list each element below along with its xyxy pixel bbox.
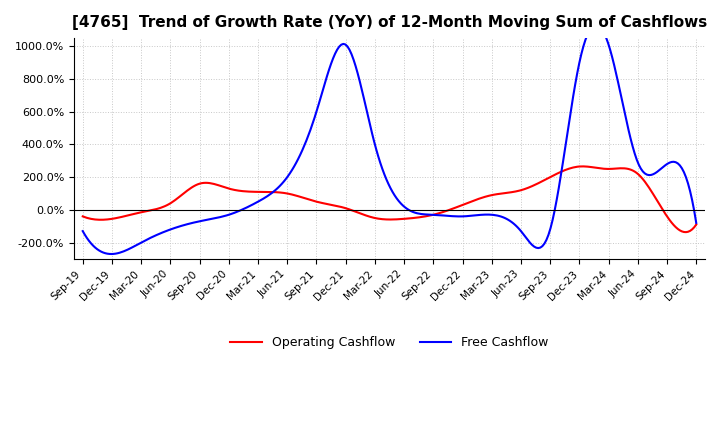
Free Cashflow (81, 232, 89, 237)
Operating Cashflow (441, 209, 450, 214)
Free Cashflow (600, 30, 608, 35)
Operating Cashflow (682, 230, 690, 235)
Free Cashflow (456, 214, 464, 219)
Title: [4765]  Trend of Growth Rate (YoY) of 12-Month Moving Sum of Cashflows: [4765] Trend of Growth Rate (YoY) of 12-… (72, 15, 707, 30)
Operating Cashflow (579, 164, 588, 169)
Free Cashflow (107, 251, 116, 257)
Free Cashflow (639, 169, 647, 174)
Free Cashflow (78, 228, 87, 234)
Operating Cashflow (78, 214, 87, 219)
Operating Cashflow (454, 204, 462, 209)
Operating Cashflow (692, 222, 701, 227)
Free Cashflow (692, 220, 701, 226)
Operating Cashflow (444, 208, 452, 213)
Line: Free Cashflow: Free Cashflow (83, 25, 696, 254)
Legend: Operating Cashflow, Free Cashflow: Operating Cashflow, Free Cashflow (225, 331, 554, 354)
Operating Cashflow (598, 166, 606, 171)
Free Cashflow (446, 213, 454, 219)
Operating Cashflow (636, 174, 645, 180)
Operating Cashflow (81, 215, 89, 220)
Free Cashflow (444, 213, 452, 219)
Line: Operating Cashflow: Operating Cashflow (83, 166, 696, 232)
Free Cashflow (591, 22, 600, 27)
